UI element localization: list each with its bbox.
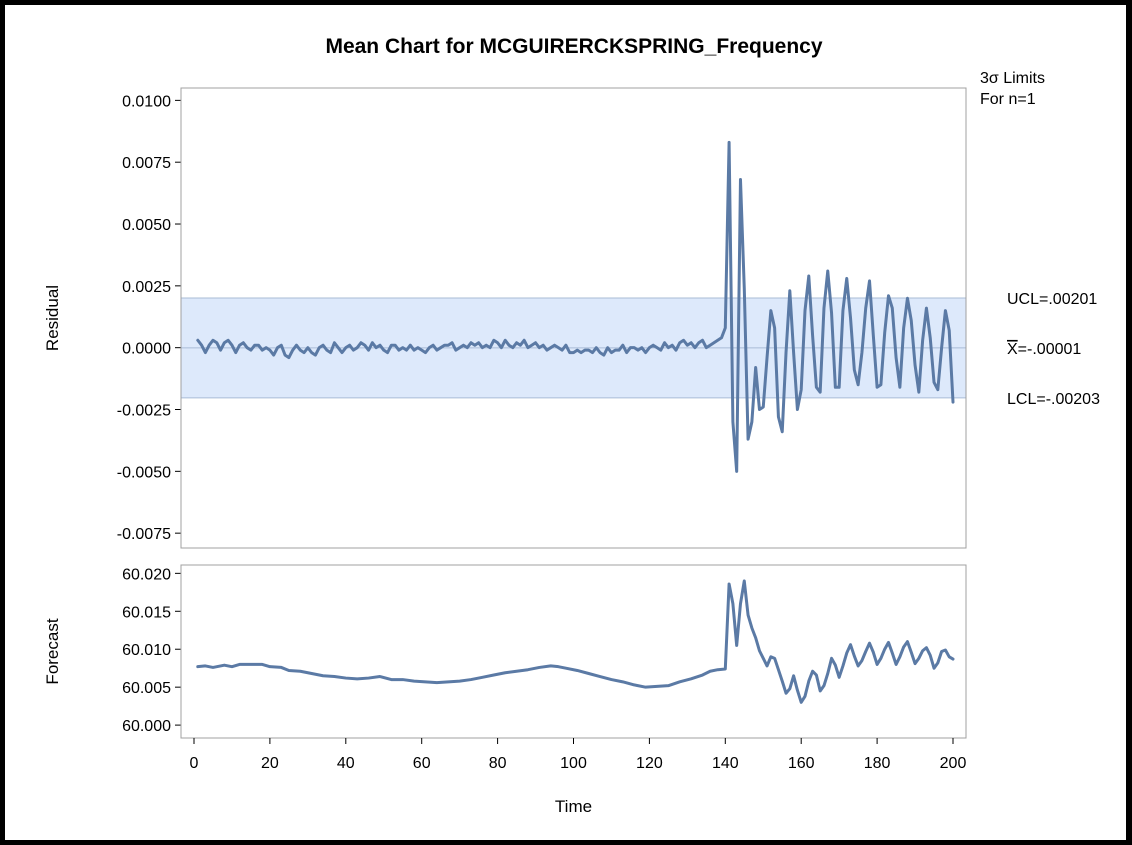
x-tick-label: 0 [190,755,199,772]
x-tick-label: 180 [864,755,891,772]
x-tick-label: 200 [940,755,967,772]
residual-y-tick-label: 0.0025 [122,279,171,296]
x-tick-label: 120 [636,755,663,772]
lcl-label: LCL=-.00203 [1007,391,1100,408]
limits-note-line-1: 3σ Limits [980,70,1045,87]
x-tick-label: 40 [337,755,355,772]
forecast-axis-label: Forecast [43,618,62,684]
x-axis-label: Time [555,797,592,816]
ucl-label: UCL=.00201 [1007,291,1097,308]
residual-y-tick-label: -0.0050 [117,464,171,481]
residual-y-tick-label: -0.0075 [117,526,171,543]
x-tick-label: 60 [413,755,431,772]
center-label: X=-.00001 [1007,341,1081,358]
forecast-series-line [196,579,955,704]
x-tick-label: 100 [560,755,587,772]
residual-axis-label: Residual [43,285,62,351]
residual-y-tick-label: 0.0075 [122,155,171,172]
residual-y-tick-label: 0.0050 [122,217,171,234]
forecast-y-tick-label: 60.020 [122,566,171,583]
x-tick-label: 160 [788,755,815,772]
chart-title: Mean Chart for MCGUIRERCKSPRING_Frequenc… [325,35,822,58]
x-axis: 0 20 40 60 80 100 120 140 160 180 200 Time [190,738,967,816]
forecast-y-tick-label: 60.010 [122,642,171,659]
x-tick-label: 80 [489,755,507,772]
residual-plot-frame [180,87,967,549]
residual-y-tick-label: 0.0000 [122,341,171,358]
x-tick-label: 140 [712,755,739,772]
xbar-symbol: X [1007,341,1018,358]
residual-y-tick-label: -0.0025 [117,403,171,420]
forecast-panel: 60.020 60.015 60.010 60.005 60.000 Forecast [43,564,967,739]
residual-panel: UCL=.00201 X=-.00001 LCL=-.00203 0.0100 0.00… [43,87,1100,549]
forecast-y-tick-label: 60.015 [122,604,171,621]
forecast-y-tick-label: 60.000 [122,718,171,735]
residual-series-line [196,140,955,473]
residual-y-tick-label: 0.0100 [122,93,171,110]
limits-note-line-2: For n=1 [980,91,1036,108]
x-tick-label: 20 [261,755,279,772]
center-value: =-.00001 [1018,341,1082,358]
forecast-y-tick-label: 60.005 [122,680,171,697]
